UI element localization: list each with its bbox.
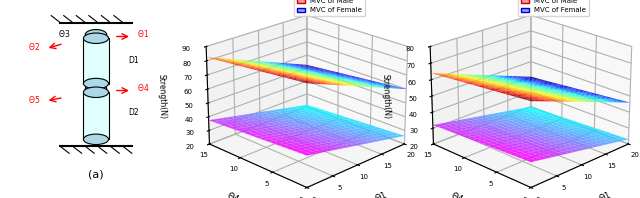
Ellipse shape <box>85 84 107 94</box>
Ellipse shape <box>83 33 109 44</box>
Bar <box>83 38 109 84</box>
X-axis label: $\Theta1$: $\Theta1$ <box>372 188 389 198</box>
Ellipse shape <box>83 78 109 89</box>
Text: (a): (a) <box>88 170 104 180</box>
Ellipse shape <box>83 134 109 145</box>
Text: $\Theta5$: $\Theta5$ <box>28 94 40 105</box>
Text: D2: D2 <box>128 108 139 117</box>
Text: $\Theta4$: $\Theta4$ <box>137 82 150 92</box>
Ellipse shape <box>83 87 109 97</box>
Y-axis label: $\Theta4$: $\Theta4$ <box>225 188 241 198</box>
Bar <box>83 92 109 139</box>
X-axis label: $\Theta1$: $\Theta1$ <box>596 188 613 198</box>
Text: D1: D1 <box>128 56 139 65</box>
Legend: MVC of Male, MVC of Female: MVC of Male, MVC of Female <box>294 0 365 16</box>
Text: $\Theta2$: $\Theta2$ <box>28 41 40 52</box>
Y-axis label: $\Theta4$: $\Theta4$ <box>449 188 465 198</box>
Legend: MVC of Male, MVC of Female: MVC of Male, MVC of Female <box>518 0 589 16</box>
Text: $\Theta3$: $\Theta3$ <box>58 28 70 39</box>
Ellipse shape <box>85 30 107 40</box>
Text: $\Theta1$: $\Theta1$ <box>137 28 149 39</box>
